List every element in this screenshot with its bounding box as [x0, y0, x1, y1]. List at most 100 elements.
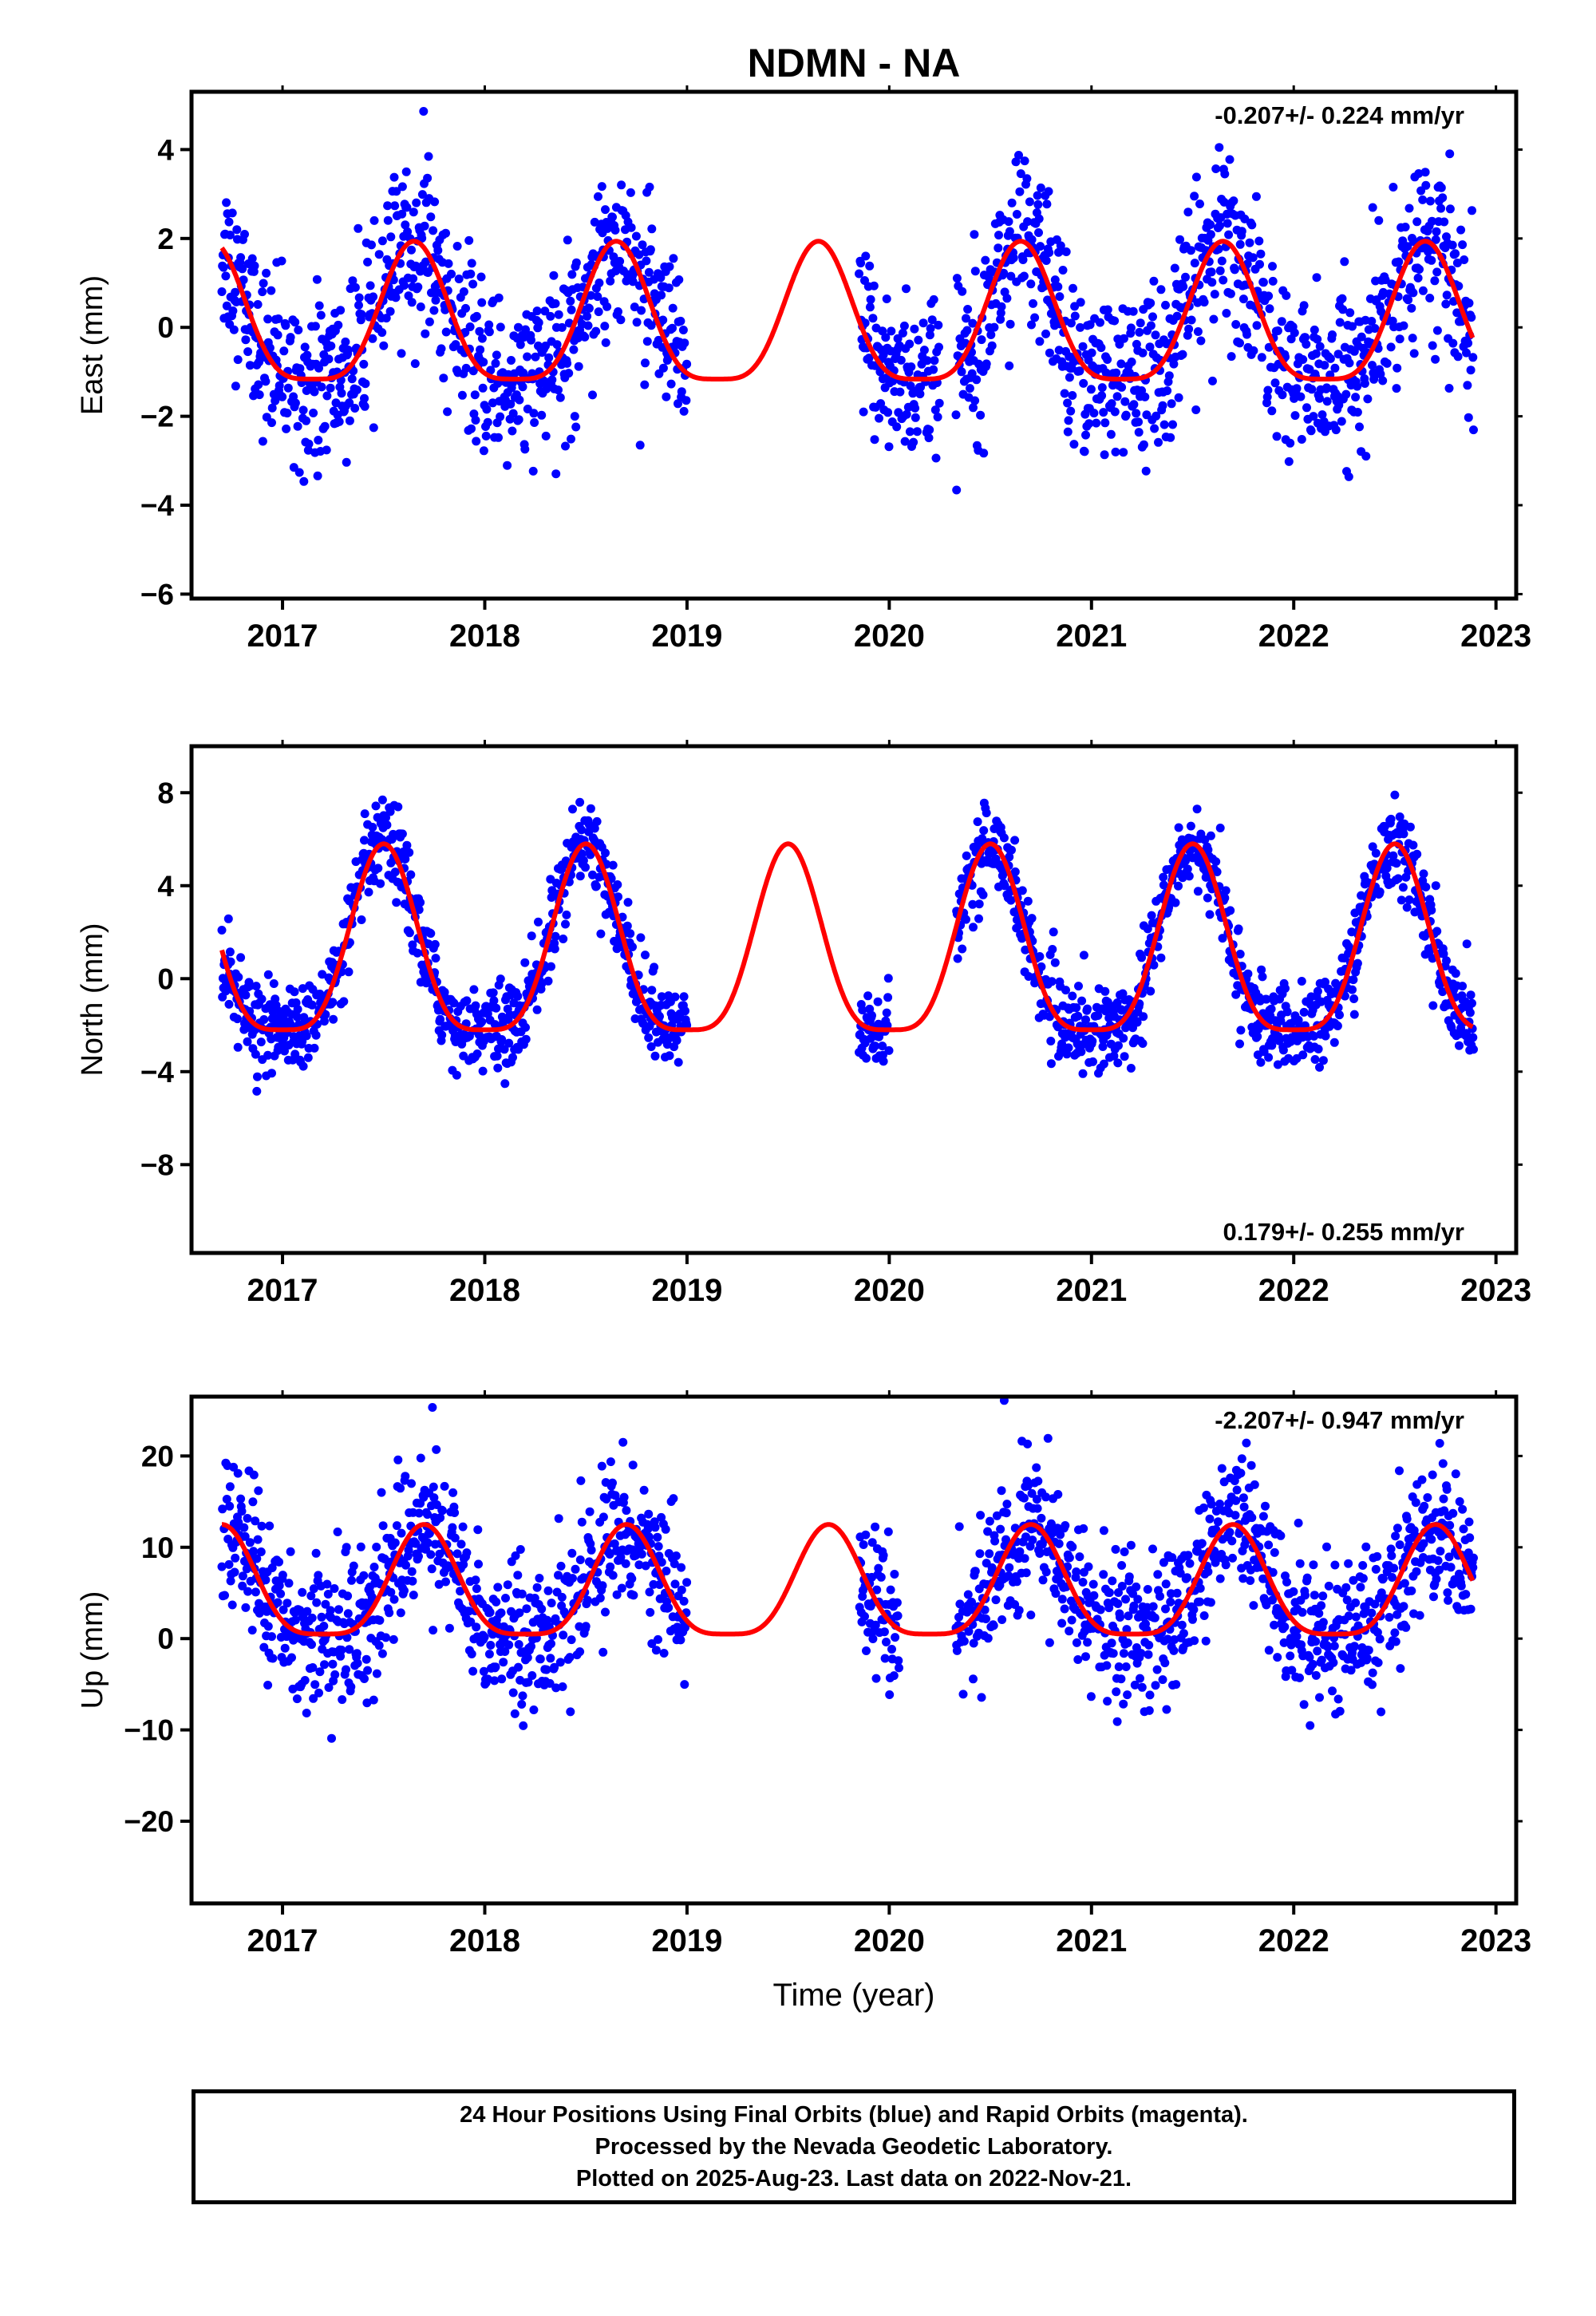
data-point: [1266, 1004, 1276, 1014]
data-point: [1206, 230, 1215, 239]
data-point: [299, 476, 309, 486]
data-point: [665, 262, 674, 271]
data-point: [658, 363, 668, 373]
data-point: [930, 356, 939, 366]
data-point: [1183, 864, 1192, 874]
data-point: [1038, 1575, 1048, 1585]
data-point: [1032, 1463, 1041, 1472]
data-point: [964, 1626, 974, 1636]
data-point: [523, 1653, 532, 1662]
data-point: [1395, 812, 1404, 821]
data-point: [1278, 1045, 1288, 1055]
data-point: [1138, 1039, 1148, 1048]
data-point: [1012, 210, 1021, 219]
y-axis-label: East (mm): [76, 275, 109, 415]
data-point: [669, 254, 678, 263]
data-point: [336, 306, 346, 315]
data-point: [237, 1507, 247, 1516]
data-point: [1207, 278, 1217, 287]
data-point: [494, 433, 503, 442]
data-point: [401, 220, 410, 230]
data-point: [1317, 1655, 1326, 1665]
data-point: [492, 1003, 501, 1013]
data-point: [1041, 256, 1051, 265]
data-point: [962, 326, 972, 335]
data-point: [429, 1482, 438, 1492]
data-point: [554, 310, 563, 319]
data-point: [546, 311, 555, 321]
data-point: [1136, 318, 1145, 328]
data-point: [1114, 1662, 1124, 1671]
data-point: [310, 322, 320, 331]
data-point: [859, 407, 868, 417]
data-point: [1313, 986, 1322, 996]
data-point: [1231, 320, 1241, 329]
data-point: [326, 383, 335, 393]
data-point: [1462, 939, 1472, 949]
data-point: [534, 318, 543, 327]
data-point: [515, 395, 524, 405]
data-point: [1272, 432, 1282, 441]
data-point: [1075, 366, 1084, 376]
data-point: [1438, 987, 1448, 997]
data-point: [461, 363, 471, 373]
data-point: [608, 860, 618, 870]
data-point: [1335, 1706, 1345, 1716]
data-point: [1065, 1626, 1074, 1636]
data-point: [1456, 225, 1466, 235]
data-point: [353, 1658, 362, 1668]
data-point: [1217, 1464, 1227, 1473]
data-point: [313, 471, 322, 480]
data-point: [380, 1555, 389, 1563]
data-point: [481, 431, 491, 441]
data-point: [1429, 1592, 1438, 1602]
data-point: [1132, 1582, 1141, 1591]
data-point: [865, 261, 875, 271]
data-point: [1179, 282, 1188, 291]
data-point: [1258, 278, 1268, 287]
data-point: [1109, 1051, 1119, 1061]
data-point: [1220, 893, 1230, 903]
data-point: [577, 1517, 587, 1527]
data-point: [581, 1622, 591, 1631]
data-point: [1270, 1620, 1279, 1630]
data-point: [253, 1535, 263, 1544]
data-point: [280, 1643, 290, 1653]
data-point: [372, 1669, 381, 1678]
data-point: [1033, 191, 1042, 200]
data-point: [1120, 1547, 1129, 1556]
data-point: [1462, 1029, 1471, 1038]
data-point: [996, 308, 1005, 318]
data-point: [905, 427, 915, 437]
data-point: [393, 1455, 403, 1464]
data-point: [1445, 204, 1455, 214]
data-point: [1253, 1032, 1262, 1041]
data-point: [1458, 240, 1468, 250]
data-point: [493, 1583, 503, 1592]
data-point: [1466, 366, 1476, 375]
data-point: [898, 328, 907, 338]
data-point: [330, 1670, 340, 1679]
data-point: [342, 1633, 352, 1642]
data-point: [1393, 363, 1402, 373]
data-point: [345, 416, 354, 425]
data-point: [583, 321, 593, 330]
data-point: [1235, 950, 1245, 958]
data-point: [1378, 1574, 1388, 1583]
data-point: [1436, 183, 1446, 192]
data-point: [437, 344, 446, 354]
data-point: [1373, 1551, 1382, 1561]
data-point: [1328, 1686, 1337, 1696]
data-point: [551, 298, 560, 308]
data-point: [369, 1563, 379, 1571]
data-point: [249, 1547, 259, 1556]
data-point: [429, 1626, 438, 1635]
data-point: [957, 367, 966, 377]
data-point: [236, 253, 246, 263]
data-point: [952, 274, 962, 283]
data-point: [644, 1033, 654, 1042]
data-point: [1212, 868, 1222, 876]
data-point: [1251, 192, 1261, 201]
data-point: [1282, 1577, 1291, 1587]
